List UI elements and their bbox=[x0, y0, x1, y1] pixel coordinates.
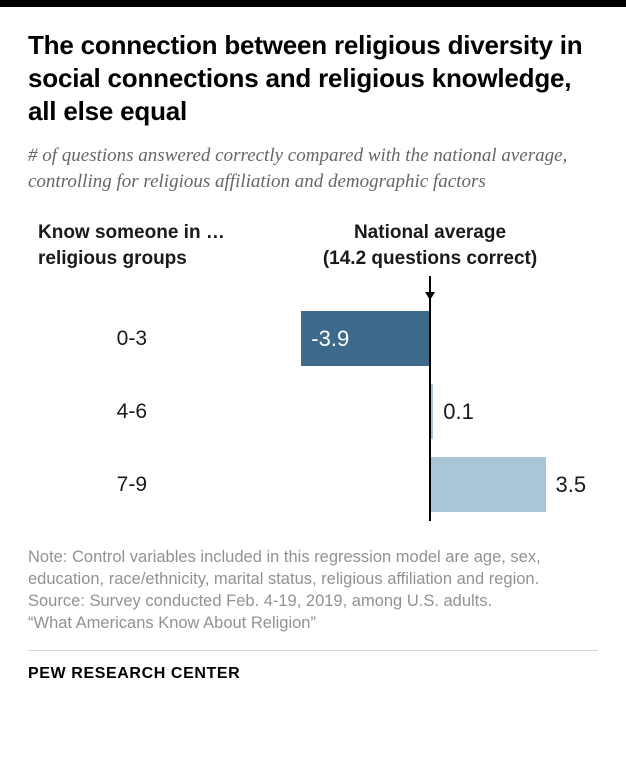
national-average-header: National average (14.2 questions correct… bbox=[323, 220, 537, 271]
chart-row: 7-9 3.5 bbox=[28, 448, 598, 521]
top-accent-bar bbox=[0, 0, 626, 7]
brand-footer: PEW RESEARCH CENTER bbox=[28, 665, 241, 683]
bar-value-label: 0.1 bbox=[443, 398, 474, 424]
chart-subtitle: # of questions answered correctly compar… bbox=[28, 145, 568, 192]
plot-area: 0-3 -3.9 4-6 0.1 7-9 3.5 bbox=[28, 276, 598, 522]
chart-headers: Know someone in … religious groups Natio… bbox=[28, 220, 598, 276]
bar-value-label: 3.5 bbox=[555, 471, 587, 497]
bar bbox=[301, 311, 430, 367]
baseline-axis bbox=[429, 276, 431, 522]
group-column-header: Know someone in … religious groups bbox=[38, 220, 225, 271]
group-header-line2: religious groups bbox=[38, 247, 187, 269]
content-area: The connection between religious diversi… bbox=[0, 29, 626, 683]
page-title: The connection between religious diversi… bbox=[28, 30, 583, 127]
source-text: Source: Survey conducted Feb. 4-19, 2019… bbox=[28, 591, 598, 635]
axis-header-line2: (14.2 questions correct) bbox=[322, 247, 538, 269]
chart-row: 0-3 -3.9 bbox=[28, 302, 598, 375]
bar bbox=[430, 457, 546, 513]
diverging-bar-chart: Know someone in … religious groups Natio… bbox=[28, 220, 598, 522]
note-text: Note: Control variables included in this… bbox=[28, 548, 541, 589]
bar bbox=[430, 384, 434, 440]
group-header-line1: Know someone in … bbox=[38, 222, 225, 244]
category-label: 0-3 bbox=[116, 326, 147, 350]
axis-header-line1: National average bbox=[353, 222, 507, 244]
chart-row: 4-6 0.1 bbox=[28, 375, 598, 448]
category-label: 4-6 bbox=[116, 399, 147, 423]
bar-value-label: -3.9 bbox=[311, 325, 350, 351]
source-quote-line: “What Americans Know About Religion” bbox=[28, 613, 316, 632]
down-arrow-icon bbox=[425, 292, 435, 301]
source-line: Source: Survey conducted Feb. 4-19, 2019… bbox=[28, 591, 493, 610]
category-label: 7-9 bbox=[116, 472, 147, 496]
footer-divider bbox=[28, 650, 598, 652]
